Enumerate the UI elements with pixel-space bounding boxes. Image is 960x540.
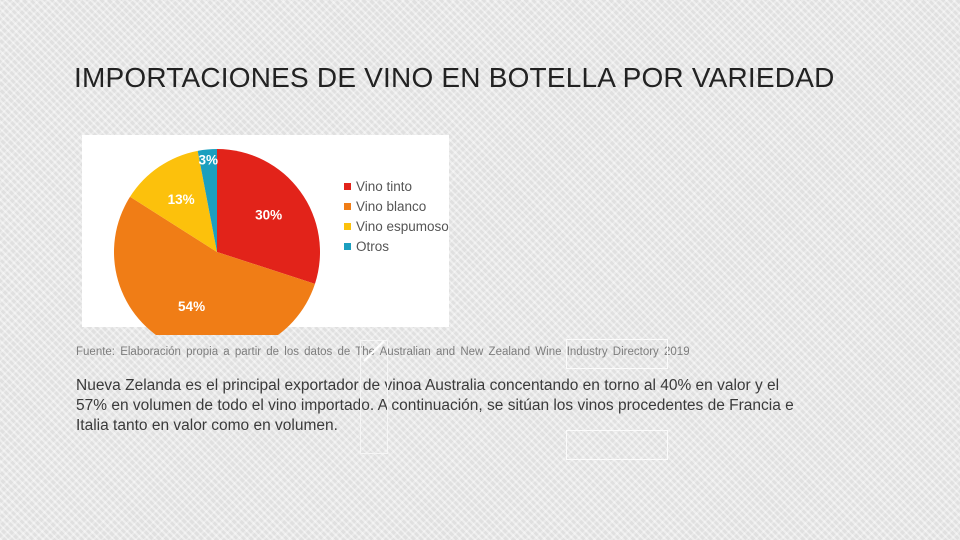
slide-title: IMPORTACIONES DE VINO EN BOTELLA POR VAR…	[74, 62, 835, 93]
legend-swatch	[344, 203, 351, 210]
legend-label: Vino blanco	[356, 199, 427, 214]
legend-swatch	[344, 243, 351, 250]
pie-chart: 30% 54% 13% 3% Vino tinto Vino blanco Vino …	[82, 135, 449, 335]
pie-data-label: 13%	[168, 192, 195, 207]
placeholder-frame	[566, 430, 668, 460]
legend-swatch	[344, 223, 351, 230]
legend-label: Otros	[356, 239, 390, 254]
pie-data-label: 30%	[255, 207, 282, 222]
pie-data-label: 54%	[178, 299, 205, 314]
pie-slice-vino-blanco	[114, 196, 315, 335]
chart-legend: Vino tinto Vino blanco Vino espumoso Otr…	[344, 179, 449, 259]
legend-swatch	[344, 183, 351, 190]
body-paragraph: Nueva Zelanda es el principal exportador…	[76, 377, 794, 434]
legend-item-vino-blanco: Vino blanco	[344, 199, 449, 214]
legend-item-vino-espumoso: Vino espumoso	[344, 219, 449, 234]
pie-chart-svg: 30% 54% 13% 3%	[114, 149, 320, 335]
chart-source: Fuente: Elaboración propia a partir de l…	[76, 346, 690, 358]
pie-slice-vino-espumoso	[130, 150, 217, 252]
placeholder-frame	[360, 340, 388, 454]
legend-item-otros: Otros	[344, 239, 449, 254]
pie-slice-vino-tinto	[217, 149, 320, 284]
legend-item-vino-tinto: Vino tinto	[344, 179, 449, 194]
placeholder-frame	[566, 339, 668, 369]
pie-data-label: 3%	[199, 153, 219, 168]
legend-label: Vino tinto	[356, 179, 413, 194]
legend-label: Vino espumoso	[356, 219, 449, 234]
pie-slice-otros	[197, 149, 217, 252]
